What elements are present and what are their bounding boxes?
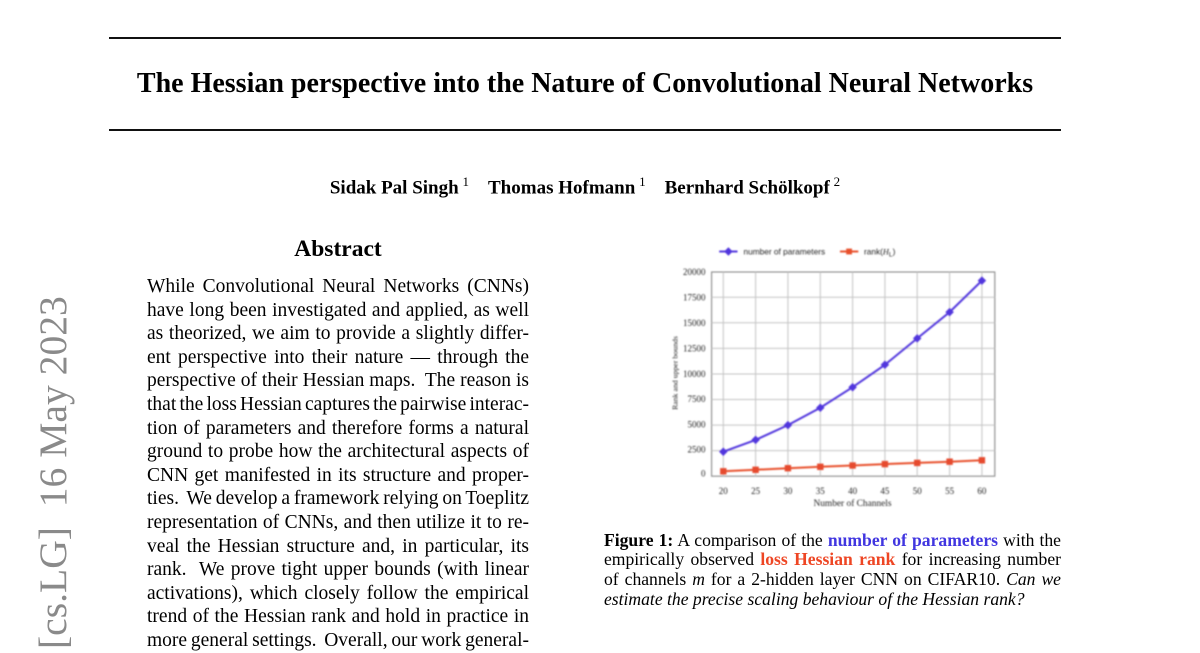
svg-text:2500: 2500 xyxy=(688,445,707,455)
svg-text:45: 45 xyxy=(880,486,890,496)
svg-text:55: 55 xyxy=(945,486,955,496)
svg-text:40: 40 xyxy=(848,486,858,496)
svg-text:7500: 7500 xyxy=(688,394,707,404)
svg-text:0: 0 xyxy=(701,469,706,479)
svg-text:12500: 12500 xyxy=(683,343,706,353)
svg-text:number of parameters: number of parameters xyxy=(744,247,826,257)
svg-text:50: 50 xyxy=(913,486,923,496)
svg-text:30: 30 xyxy=(783,486,793,496)
svg-text:5000: 5000 xyxy=(688,420,707,430)
svg-text:17500: 17500 xyxy=(683,293,706,303)
svg-text:rank(HL): rank(HL) xyxy=(864,247,896,259)
svg-text:25: 25 xyxy=(751,486,761,496)
svg-text:10000: 10000 xyxy=(683,369,706,379)
svg-text:35: 35 xyxy=(816,486,826,496)
svg-text:Number of Channels: Number of Channels xyxy=(813,498,891,509)
svg-text:60: 60 xyxy=(977,486,987,496)
svg-text:20000: 20000 xyxy=(683,267,706,277)
svg-text:Rank and upper bounds: Rank and upper bounds xyxy=(671,336,680,410)
svg-text:15000: 15000 xyxy=(683,318,706,328)
svg-text:20: 20 xyxy=(719,486,729,496)
